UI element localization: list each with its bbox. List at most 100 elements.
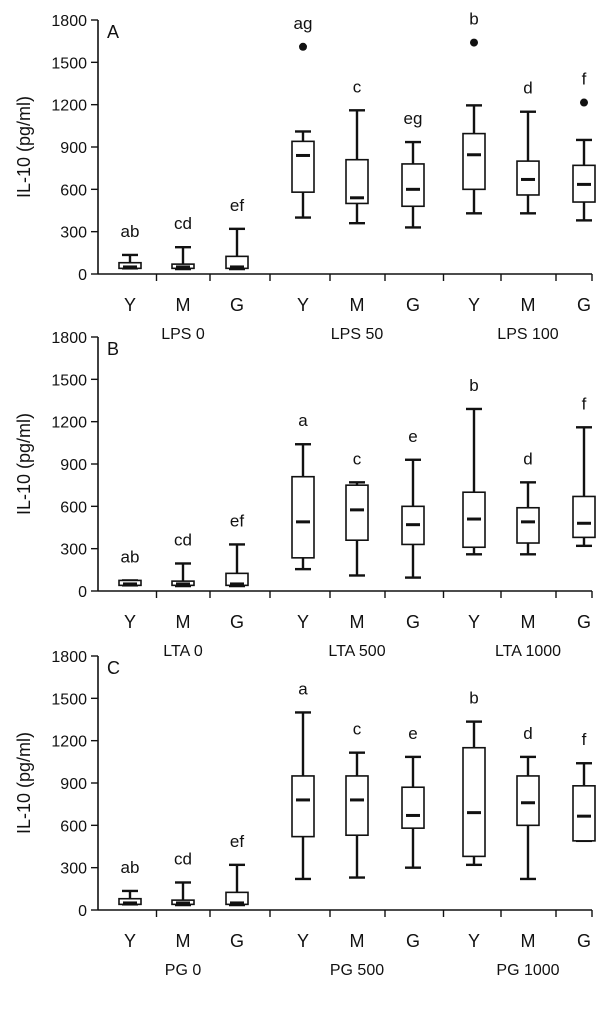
group-label: LTA 0 xyxy=(163,643,203,660)
significance-letter: a xyxy=(298,411,308,430)
x-category-label: Y xyxy=(297,295,309,315)
significance-letter: ab xyxy=(121,222,140,241)
y-tick-label: 1200 xyxy=(51,98,87,115)
box-iqr xyxy=(572,495,596,539)
significance-letter: ef xyxy=(230,196,244,215)
x-category-label: Y xyxy=(124,931,136,951)
box-iqr xyxy=(516,775,540,827)
x-category-label: G xyxy=(230,295,244,315)
x-category-label: G xyxy=(230,931,244,951)
box-plot-6: eg xyxy=(401,109,425,229)
x-category-label: G xyxy=(577,295,591,315)
x-category-label: M xyxy=(176,295,191,315)
significance-letter: ab xyxy=(121,547,140,566)
y-tick-label: 1200 xyxy=(51,415,87,432)
x-category-label: M xyxy=(350,295,365,315)
y-axis-label: IL-10 (pg/ml) xyxy=(14,413,34,515)
box-iqr xyxy=(345,484,369,541)
y-tick-label: 300 xyxy=(60,225,87,242)
significance-letter: b xyxy=(469,689,478,708)
significance-letter: ag xyxy=(294,14,313,33)
significance-letter: b xyxy=(469,376,478,395)
panel-label: B xyxy=(107,339,119,359)
significance-letter: d xyxy=(523,449,532,468)
group-label: LPS 0 xyxy=(161,326,205,343)
box-plot-4: ag xyxy=(291,14,315,219)
outlier-point xyxy=(299,42,307,51)
significance-letter: d xyxy=(523,79,532,98)
x-category-label: Y xyxy=(297,931,309,951)
y-tick-label: 300 xyxy=(60,861,87,878)
panel-c: 0 300 600 900 1200 1500 1800 IL-10 (pg/ml) C Y M G Y… xyxy=(14,649,596,979)
y-tick-label: 1800 xyxy=(51,13,87,30)
group-label: LPS 50 xyxy=(331,326,384,343)
box-plot-7: b xyxy=(462,10,486,215)
x-category-label: M xyxy=(521,612,536,632)
group-label: PG 1000 xyxy=(496,962,559,979)
x-category-label: G xyxy=(577,931,591,951)
box-plot-8: d xyxy=(516,449,540,556)
box-iqr xyxy=(345,775,369,837)
box-iqr xyxy=(572,785,596,842)
y-tick-label: 300 xyxy=(60,542,87,559)
box-iqr xyxy=(345,158,369,205)
box-plot-4: a xyxy=(291,679,315,881)
group-label: LTA 1000 xyxy=(495,643,561,660)
box-plot-4: a xyxy=(291,411,315,571)
x-category-label: G xyxy=(406,295,420,315)
panel-label: C xyxy=(107,658,120,678)
x-category-label: G xyxy=(406,931,420,951)
box-plot-7: b xyxy=(462,689,486,867)
y-tick-label: 1500 xyxy=(51,55,87,72)
y-tick-label: 1500 xyxy=(51,372,87,389)
group-label: PG 500 xyxy=(330,962,384,979)
x-category-label: G xyxy=(406,612,420,632)
y-tick-label: 0 xyxy=(78,903,87,920)
y-tick-label: 900 xyxy=(60,457,87,474)
box-plot-2: cd xyxy=(171,849,195,907)
box-plot-9: f xyxy=(572,70,596,222)
significance-letter: c xyxy=(353,720,362,739)
x-category-label: M xyxy=(521,931,536,951)
significance-letter: cd xyxy=(174,214,192,233)
y-tick-label: 1800 xyxy=(51,649,87,666)
y-tick-label: 1200 xyxy=(51,734,87,751)
x-category-label: G xyxy=(577,612,591,632)
x-category-label: M xyxy=(350,612,365,632)
box-plot-8: d xyxy=(516,724,540,881)
y-axis-label: IL-10 (pg/ml) xyxy=(14,732,34,834)
y-tick-label: 1500 xyxy=(51,691,87,708)
x-category-label: Y xyxy=(124,612,136,632)
box-plot-7: b xyxy=(462,376,486,556)
x-category-label: Y xyxy=(468,612,480,632)
outlier-point xyxy=(470,38,478,47)
y-tick-label: 900 xyxy=(60,140,87,157)
y-tick-label: 0 xyxy=(78,267,87,284)
significance-letter: ef xyxy=(230,511,244,530)
y-axis-label: IL-10 (pg/ml) xyxy=(14,96,34,198)
box-plot-1: ab xyxy=(118,547,142,587)
box-iqr xyxy=(291,775,315,838)
box-iqr xyxy=(401,163,425,208)
x-category-label: M xyxy=(350,931,365,951)
box-iqr xyxy=(401,786,425,829)
box-plot-9: f xyxy=(572,730,596,843)
panel-a: 0 300 600 900 1200 1500 1800 IL-10 (pg/ml) A Y M G Y… xyxy=(14,10,596,343)
box-iqr xyxy=(516,506,540,544)
significance-letter: eg xyxy=(404,109,423,128)
box-iqr xyxy=(462,746,486,858)
x-category-label: M xyxy=(176,931,191,951)
outlier-point xyxy=(580,98,588,107)
significance-letter: d xyxy=(523,724,532,743)
group-label: LPS 100 xyxy=(497,326,558,343)
significance-letter: f xyxy=(582,70,587,89)
box-iqr xyxy=(291,140,315,193)
box-plot-3: ef xyxy=(225,832,249,907)
box-iqr xyxy=(462,132,486,191)
y-tick-label: 600 xyxy=(60,499,87,516)
x-category-label: Y xyxy=(124,295,136,315)
box-plot-3: ef xyxy=(225,511,249,588)
significance-letter: cd xyxy=(174,849,192,868)
x-category-label: Y xyxy=(468,931,480,951)
significance-letter: f xyxy=(582,730,587,749)
